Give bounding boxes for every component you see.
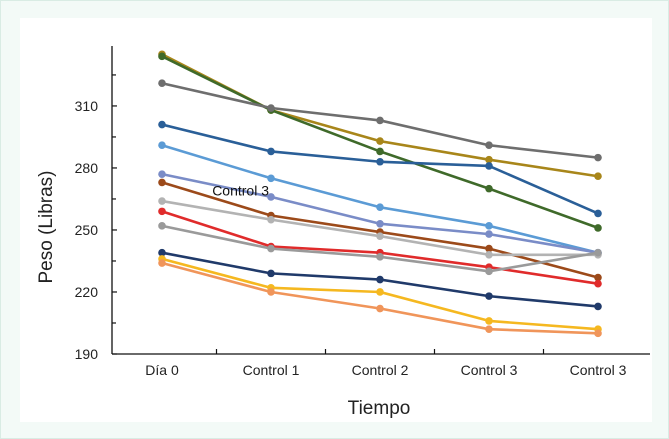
data-point (594, 172, 602, 181)
data-point (485, 244, 493, 253)
series-11 (158, 255, 602, 333)
data-point (267, 244, 275, 253)
data-point (485, 141, 493, 150)
x-tick-label: Control 3 (461, 362, 518, 378)
data-point (267, 215, 275, 224)
data-point (594, 248, 602, 257)
data-point (267, 288, 275, 296)
data-point (158, 197, 166, 205)
data-point (594, 279, 602, 288)
data-point (485, 267, 493, 276)
data-point (485, 222, 493, 230)
data-point (485, 155, 493, 164)
data-point (158, 141, 166, 150)
labels-layer: 190 220 250 280 310 Día 0 Control 1 Control 2 Co… (36, 98, 627, 419)
data-point (158, 248, 166, 257)
series-12 (158, 259, 602, 338)
data-point (267, 269, 275, 278)
data-point (485, 325, 493, 333)
x-axis-title: Tiempo (348, 398, 411, 419)
data-point (376, 232, 384, 240)
data-point (376, 275, 384, 284)
data-point (158, 222, 166, 230)
x-tick-label: Control 3 (570, 362, 627, 378)
data-point (376, 147, 384, 156)
data-point (376, 203, 384, 212)
data-point (267, 193, 275, 201)
data-point (376, 116, 384, 125)
data-point (267, 147, 275, 156)
data-point (376, 288, 384, 296)
series-3 (158, 120, 602, 218)
y-tick-label: 220 (75, 284, 99, 300)
series-9 (158, 222, 602, 276)
data-point (158, 120, 166, 129)
data-point (485, 250, 493, 259)
data-point (158, 170, 166, 178)
y-tick-label: 250 (75, 222, 99, 238)
series-layer (158, 50, 602, 338)
data-point (594, 329, 602, 338)
data-point (376, 304, 384, 313)
data-point (267, 104, 275, 112)
series-line (161, 53, 599, 178)
series-10 (158, 248, 602, 311)
data-point (485, 162, 493, 170)
axes (111, 46, 650, 355)
data-point (158, 52, 166, 61)
y-tick-label: 310 (75, 98, 99, 114)
data-point (376, 253, 384, 261)
data-point (485, 292, 493, 300)
data-point (594, 273, 602, 282)
x-tick-label: Control 2 (352, 362, 409, 378)
x-tick-label: Control 1 (243, 362, 300, 378)
annotation-label: Control 3 (212, 183, 269, 199)
data-point (594, 209, 602, 218)
line-chart: 190 220 250 280 310 Día 0 Control 1 Control 2 Co… (36, 46, 650, 419)
x-tick-label: Día 0 (145, 362, 179, 378)
series-7 (158, 197, 602, 259)
data-point (594, 224, 602, 232)
data-point (485, 184, 493, 193)
data-point (158, 178, 166, 187)
data-point (376, 157, 384, 166)
data-point (158, 79, 166, 88)
chart-panel: 190 220 250 280 310 Día 0 Control 1 Control 2 Co… (20, 18, 652, 422)
data-point (267, 174, 275, 183)
data-point (158, 259, 166, 267)
data-point (158, 207, 166, 216)
data-point (594, 153, 602, 162)
data-point (485, 317, 493, 325)
series-2 (158, 79, 602, 162)
y-tick-label: 280 (75, 160, 99, 176)
y-axis-title: Peso (Libras) (36, 171, 57, 284)
data-point (594, 302, 602, 311)
data-point (376, 137, 384, 145)
y-tick-label: 190 (75, 346, 99, 362)
data-point (376, 219, 384, 228)
data-point (485, 230, 493, 238)
